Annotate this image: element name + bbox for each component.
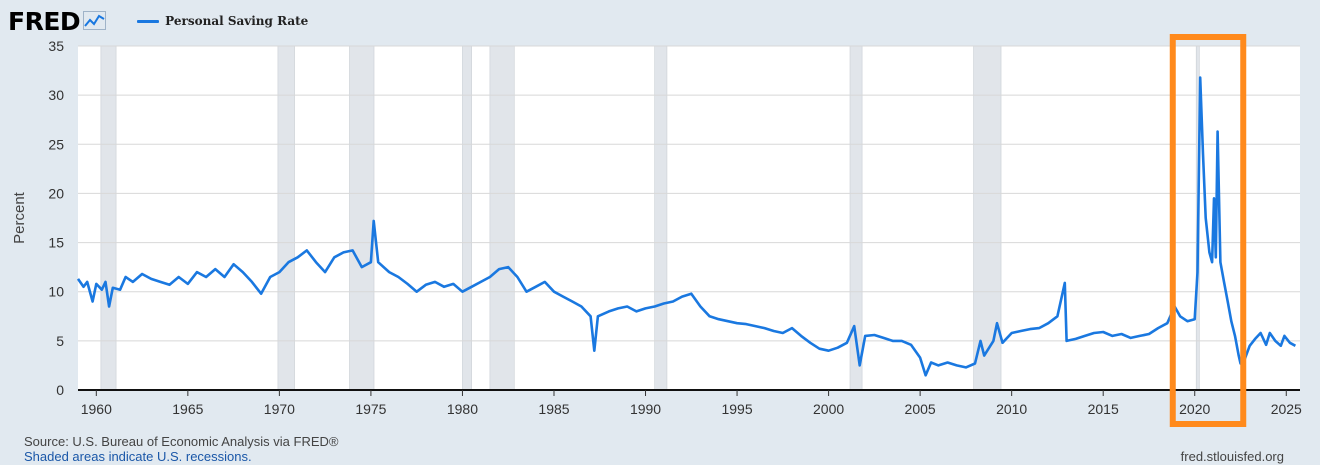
site-link[interactable]: fred.stlouisfed.org [1180,449,1284,464]
chart-legend: Personal Saving Rate [137,14,308,28]
recession-band [973,45,1002,391]
x-tick-label: 2025 [1271,401,1302,417]
fred-logo[interactable]: FRED [8,6,81,36]
y-tick-label: 10 [48,284,64,300]
legend-label: Personal Saving Rate [165,14,309,28]
plot-background [78,46,1300,390]
recession-note[interactable]: Shaded areas indicate U.S. recessions. [24,449,252,464]
legend-swatch [137,19,160,23]
y-tick-label: 25 [48,136,64,152]
y-tick-label: 5 [56,333,64,349]
chart-header: FRED Personal Saving Rate [8,6,308,36]
x-tick-label: 1965 [172,401,203,417]
x-tick-label: 2020 [1179,401,1210,417]
x-tick-label: 2015 [1088,401,1119,417]
x-tick-label: 1960 [81,401,112,417]
y-tick-label: 0 [56,382,64,398]
recession-band [489,45,515,391]
x-tick-label: 1975 [355,401,386,417]
recession-band [349,45,375,391]
y-tick-label: 30 [48,87,64,103]
recession-band [100,45,117,391]
y-axis-label: Percent [11,191,28,244]
x-tick-label: 1985 [538,401,569,417]
x-tick-label: 1970 [264,401,295,417]
x-tick-label: 1980 [447,401,478,417]
x-tick-label: 2000 [813,401,844,417]
recession-band [654,45,668,391]
highlight-box [1169,34,1247,427]
recession-band [277,45,295,391]
recession-band [462,45,472,391]
y-tick-label: 35 [48,38,64,54]
x-tick-label: 2005 [905,401,936,417]
x-tick-label: 2010 [996,401,1027,417]
line-chart-icon [83,11,107,31]
y-tick-label: 15 [48,235,64,251]
y-tick-label: 20 [48,185,64,201]
series-line [76,76,1297,377]
source-note: Source: U.S. Bureau of Economic Analysis… [24,434,339,449]
x-tick-label: 1995 [721,401,752,417]
x-tick-label: 1990 [630,401,661,417]
